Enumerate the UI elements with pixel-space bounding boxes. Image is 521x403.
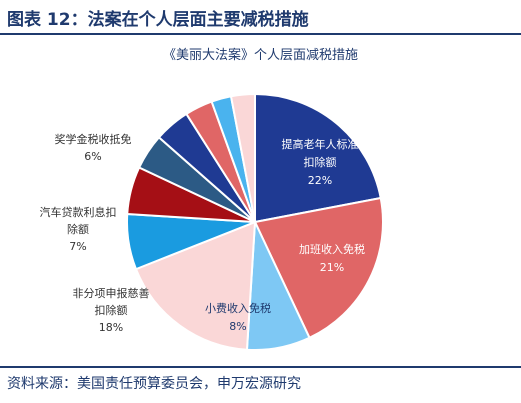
slice-category-label-3: 非分项申报慈善 xyxy=(73,286,150,300)
bottom-divider xyxy=(0,366,521,368)
pie-slice-3 xyxy=(134,220,257,351)
slice-value-label-2: 8% xyxy=(229,320,246,333)
source-note: 资料来源：美国责任预算委员会，申万宏源研究 xyxy=(7,376,301,392)
slice-category-label-4: 除额 xyxy=(67,222,89,236)
slice-category-label-2: 小费收入免税 xyxy=(205,301,271,315)
pie-slice-0 xyxy=(254,92,382,224)
slice-category-label-3: 扣除额 xyxy=(95,303,128,317)
slice-value-label-5: 6% xyxy=(84,150,101,163)
slice-category-label-5: 奖学金税收抵免 xyxy=(55,132,132,146)
pie-slice-1 xyxy=(253,196,384,340)
figure-title: 图表 12：法案在个人层面主要减税措施 xyxy=(7,10,309,30)
slice-value-label-1: 21% xyxy=(320,261,344,274)
slice-category-label-0: 提高老年人标准 xyxy=(282,137,359,151)
chart-title: 《美丽大法案》个人层面减税措施 xyxy=(162,48,358,63)
slice-value-label-3: 18% xyxy=(99,321,123,334)
top-divider xyxy=(0,33,521,35)
slice-category-label-4: 汽车贷款利息扣 xyxy=(40,205,117,219)
slice-value-label-0: 22% xyxy=(308,174,332,187)
pie-slice-10 xyxy=(229,92,256,223)
slice-value-label-4: 7% xyxy=(69,240,86,253)
slice-category-label-1: 加班收入免税 xyxy=(299,242,365,256)
slice-category-label-0: 扣除额 xyxy=(304,155,337,169)
